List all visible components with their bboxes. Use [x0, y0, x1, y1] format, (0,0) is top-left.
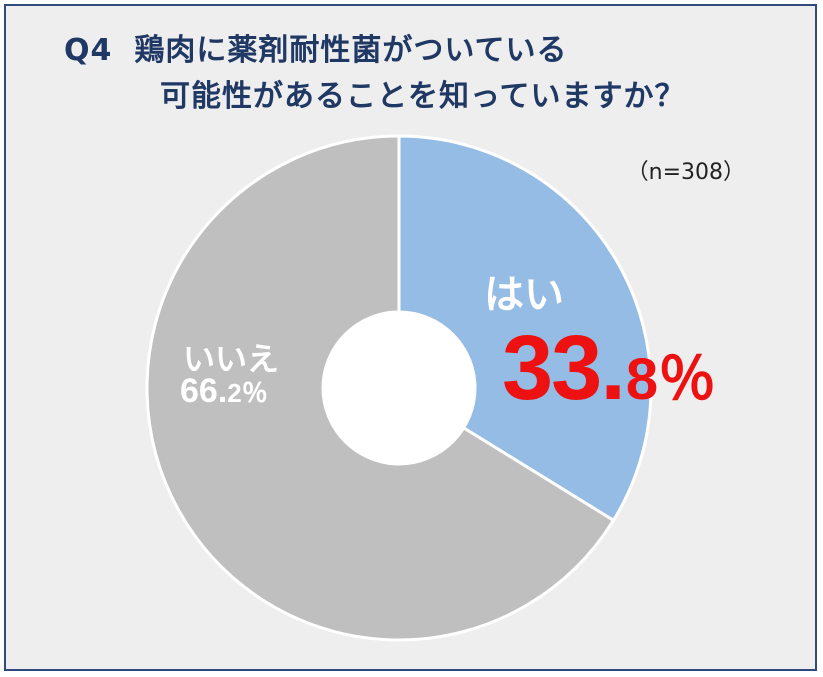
question-number: Q4 — [64, 33, 113, 68]
chart-title: Q4 鶏肉に薬剤耐性菌がついている 可能性があることを知っていますか？ — [64, 28, 686, 120]
sample-size: （n=308） — [626, 160, 745, 185]
title-line-2: 可能性があることを知っていますか？ — [160, 79, 686, 114]
slice-value-yes-tail: 8％ — [625, 347, 717, 412]
slice-value-no-main: 66. — [180, 372, 228, 410]
title-line-1: 鶏肉に薬剤耐性菌がついている — [134, 33, 568, 68]
slice-label-yes: はい — [484, 272, 564, 318]
donut-hole — [321, 310, 477, 466]
slice-value-no-tail: 2％ — [227, 378, 268, 408]
slice-value-yes: 33.8％ — [502, 322, 716, 414]
slice-value-no: 66.2％ — [180, 374, 268, 408]
slice-value-yes-main: 33. — [502, 317, 626, 419]
slice-label-no: いいえ — [183, 340, 280, 378]
